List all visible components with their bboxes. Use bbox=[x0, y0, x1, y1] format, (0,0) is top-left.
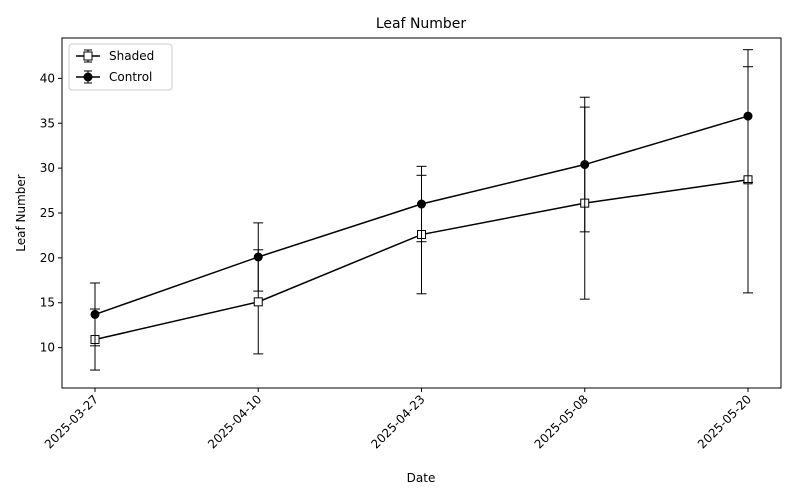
data-point-control bbox=[417, 199, 426, 209]
y-axis: 10 15 20 25 30 35 40 bbox=[40, 71, 62, 355]
legend-item-control: Control bbox=[76, 70, 152, 84]
x-tick-label: 2025-05-20 bbox=[695, 392, 754, 451]
y-tick-label: 15 bbox=[40, 296, 55, 310]
data-point-control bbox=[743, 111, 753, 121]
y-tick-label: 30 bbox=[40, 161, 55, 175]
x-axis-label: Date bbox=[407, 471, 436, 485]
y-tick-label: 25 bbox=[40, 206, 55, 220]
legend: Shaded Control bbox=[68, 43, 173, 91]
x-tick-label: 2025-03-27 bbox=[42, 392, 101, 451]
y-tick-label: 20 bbox=[40, 251, 55, 265]
x-tick-label: 2025-04-23 bbox=[368, 392, 427, 451]
data-point-control bbox=[253, 252, 263, 262]
data-point-control bbox=[580, 160, 590, 170]
legend-label: Shaded bbox=[109, 49, 154, 63]
x-axis: 2025-03-27 2025-04-10 2025-04-23 2025-05-08… bbox=[42, 388, 754, 451]
series-control bbox=[90, 49, 753, 347]
y-tick-label: 10 bbox=[40, 341, 55, 355]
x-tick-label: 2025-05-08 bbox=[532, 392, 591, 451]
data-point-control bbox=[90, 309, 100, 319]
legend-label: Control bbox=[109, 70, 152, 84]
x-tick-label: 2025-04-10 bbox=[205, 392, 264, 451]
legend-marker bbox=[83, 72, 93, 82]
y-tick-label: 35 bbox=[40, 116, 55, 130]
plot-area bbox=[90, 49, 753, 371]
data-point-shaded bbox=[253, 297, 263, 307]
y-tick-label: 40 bbox=[40, 71, 55, 85]
chart-title: Leaf Number bbox=[376, 16, 467, 32]
legend-item-shaded: Shaded bbox=[76, 49, 154, 63]
y-axis-label: Leaf Number bbox=[14, 174, 28, 252]
legend-marker bbox=[83, 51, 93, 61]
